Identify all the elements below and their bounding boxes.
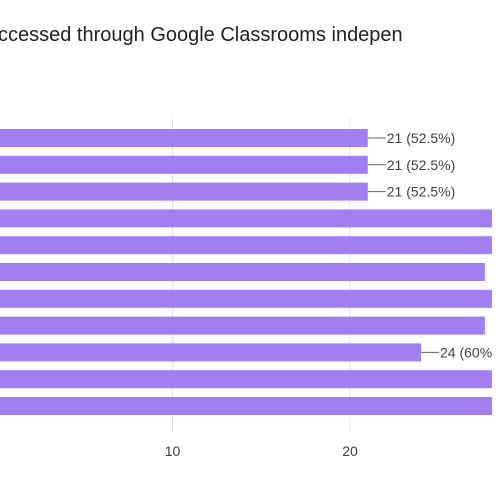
bar bbox=[0, 155, 368, 174]
bar bbox=[0, 236, 492, 255]
bar bbox=[0, 316, 485, 335]
bar bbox=[0, 182, 368, 201]
bar bbox=[0, 343, 421, 362]
bar bbox=[0, 289, 492, 308]
data-label: 24 (60% bbox=[440, 344, 492, 360]
data-label: 21 (52.5%) bbox=[387, 130, 455, 146]
x-tick-label: 20 bbox=[342, 443, 358, 459]
bar bbox=[0, 397, 492, 415]
data-label: 21 (52.5%) bbox=[387, 184, 455, 200]
bar bbox=[0, 370, 492, 389]
chart-title: ccessed through Google Classrooms indepe… bbox=[0, 24, 403, 46]
bar bbox=[0, 209, 492, 228]
bar bbox=[0, 129, 368, 147]
data-label: 21 (52.5%) bbox=[387, 157, 455, 173]
bar bbox=[0, 263, 485, 281]
x-tick-label: 10 bbox=[165, 443, 181, 459]
